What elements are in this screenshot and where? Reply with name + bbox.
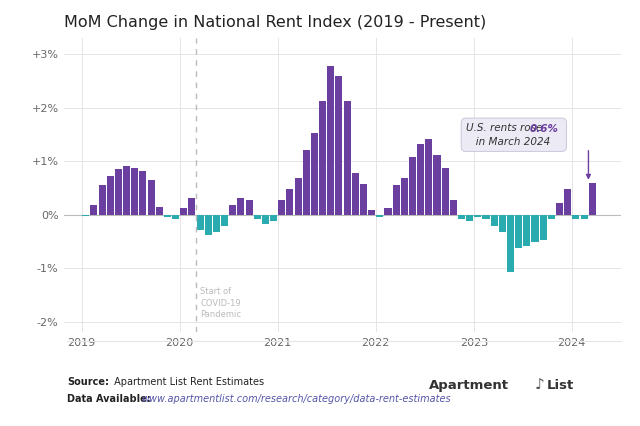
Bar bbox=[82, 215, 89, 216]
Bar bbox=[319, 101, 326, 215]
Bar bbox=[368, 210, 375, 215]
Bar bbox=[376, 215, 383, 217]
Bar bbox=[115, 169, 122, 215]
Bar bbox=[360, 184, 367, 215]
Bar bbox=[548, 215, 555, 219]
Text: Apartment: Apartment bbox=[429, 379, 509, 392]
Bar bbox=[180, 208, 188, 215]
Bar bbox=[172, 215, 179, 219]
Text: www.apartmentlist.com/research/category/data-rent-estimates: www.apartmentlist.com/research/category/… bbox=[141, 394, 451, 404]
Text: ♪: ♪ bbox=[534, 378, 544, 393]
Bar bbox=[344, 101, 351, 215]
Bar bbox=[303, 150, 310, 215]
Bar bbox=[442, 168, 449, 215]
Bar bbox=[262, 215, 269, 225]
Bar bbox=[99, 185, 106, 215]
Bar bbox=[531, 215, 538, 242]
Bar bbox=[450, 200, 457, 215]
Bar bbox=[524, 215, 531, 246]
Bar bbox=[246, 200, 253, 215]
Text: U.S. rents rose      
   in March 2024: U.S. rents rose in March 2024 bbox=[466, 123, 562, 147]
Bar bbox=[270, 215, 277, 221]
Bar bbox=[253, 215, 261, 219]
Bar bbox=[90, 205, 97, 215]
Bar bbox=[164, 215, 171, 217]
Bar bbox=[540, 215, 547, 240]
Bar bbox=[287, 189, 294, 215]
Bar bbox=[278, 200, 285, 215]
Bar bbox=[572, 215, 579, 219]
Bar bbox=[483, 215, 490, 219]
Bar bbox=[426, 139, 433, 215]
Bar bbox=[409, 157, 416, 215]
Bar bbox=[491, 215, 498, 227]
Bar bbox=[229, 205, 236, 215]
Bar bbox=[515, 215, 522, 248]
Bar bbox=[499, 215, 506, 232]
Text: Data Available:: Data Available: bbox=[67, 394, 154, 404]
Bar bbox=[458, 215, 465, 219]
Bar bbox=[433, 155, 440, 215]
Bar bbox=[352, 173, 359, 215]
Bar bbox=[507, 215, 514, 272]
Text: Start of
COVID-19
Pandemic: Start of COVID-19 Pandemic bbox=[200, 287, 241, 320]
Bar bbox=[580, 215, 588, 219]
Text: Source:: Source: bbox=[67, 377, 109, 387]
Bar bbox=[205, 215, 212, 235]
Bar bbox=[385, 208, 392, 215]
Bar bbox=[188, 198, 195, 215]
Bar bbox=[148, 180, 155, 215]
Bar bbox=[466, 215, 473, 221]
Bar bbox=[196, 215, 204, 230]
Bar bbox=[221, 215, 228, 227]
Bar bbox=[589, 183, 596, 215]
Text: Apartment List Rent Estimates: Apartment List Rent Estimates bbox=[111, 377, 264, 387]
Bar bbox=[107, 176, 114, 215]
Bar bbox=[392, 185, 400, 215]
Bar bbox=[140, 171, 147, 215]
Bar bbox=[156, 207, 163, 215]
Bar bbox=[213, 215, 220, 232]
Text: 0.6%: 0.6% bbox=[529, 124, 558, 134]
Bar bbox=[401, 178, 408, 215]
Bar bbox=[294, 178, 301, 215]
Bar bbox=[311, 133, 318, 215]
Bar bbox=[556, 203, 563, 215]
Bar bbox=[123, 166, 130, 215]
Bar bbox=[327, 66, 334, 215]
Text: List: List bbox=[547, 379, 575, 392]
Bar bbox=[131, 168, 138, 215]
Bar bbox=[237, 198, 244, 215]
Bar bbox=[417, 144, 424, 215]
Bar bbox=[564, 189, 572, 215]
Bar bbox=[335, 76, 342, 215]
Text: MoM Change in National Rent Index (2019 - Present): MoM Change in National Rent Index (2019 … bbox=[64, 15, 486, 30]
Bar bbox=[474, 215, 481, 217]
